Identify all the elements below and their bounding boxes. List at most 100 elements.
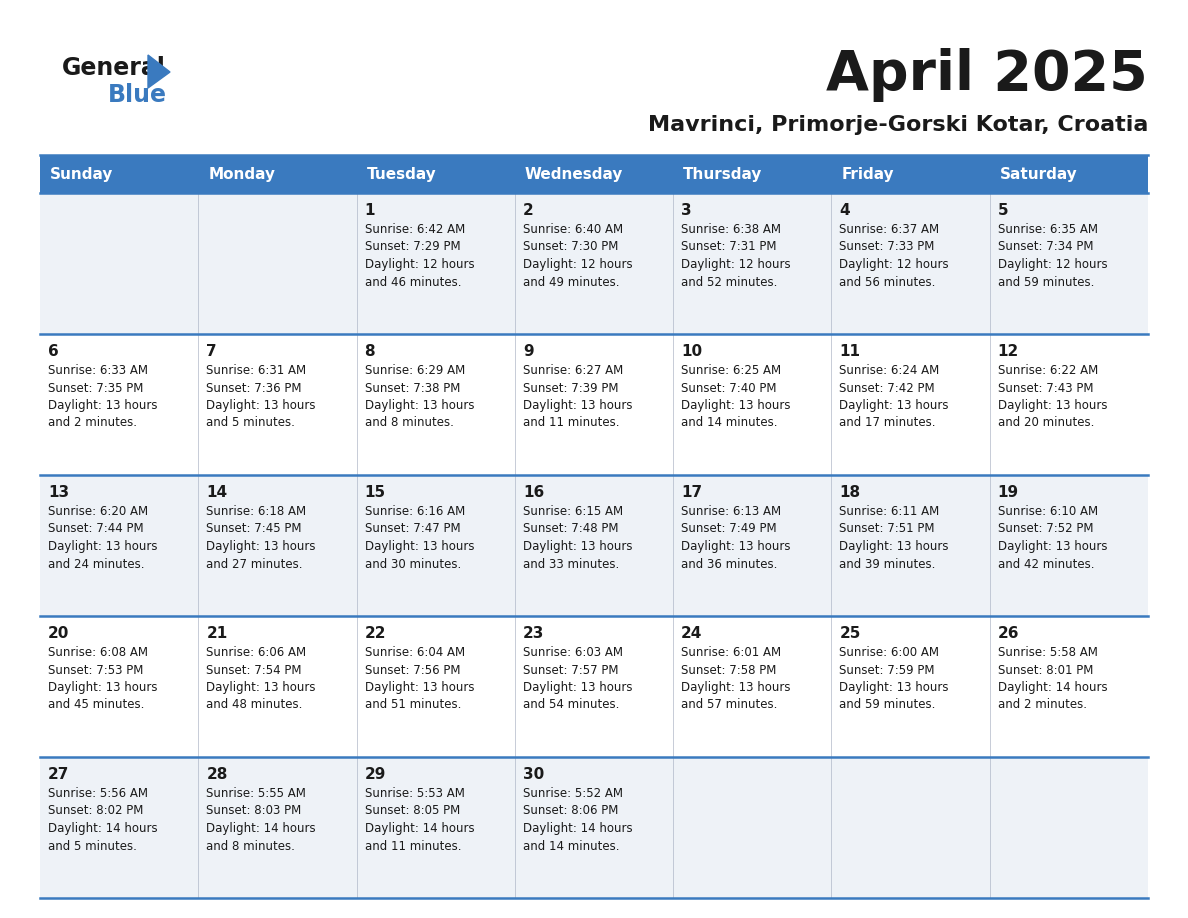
Text: 11: 11	[840, 344, 860, 359]
Text: and 49 minutes.: and 49 minutes.	[523, 275, 619, 288]
Bar	[40, 334, 1148, 475]
Text: 5: 5	[998, 203, 1009, 218]
Text: Daylight: 12 hours: Daylight: 12 hours	[840, 258, 949, 271]
Text: Sunrise: 6:20 AM: Sunrise: 6:20 AM	[48, 505, 148, 518]
Text: Daylight: 13 hours: Daylight: 13 hours	[523, 540, 632, 553]
Text: Friday: Friday	[841, 166, 895, 182]
Text: Sunrise: 6:16 AM: Sunrise: 6:16 AM	[365, 505, 465, 518]
Text: and 5 minutes.: and 5 minutes.	[207, 417, 295, 430]
Text: 16: 16	[523, 485, 544, 500]
Text: and 5 minutes.: and 5 minutes.	[48, 839, 137, 853]
Text: Tuesday: Tuesday	[367, 166, 436, 182]
Text: Sunset: 7:58 PM: Sunset: 7:58 PM	[681, 664, 777, 677]
Text: 7: 7	[207, 344, 217, 359]
Text: Sunrise: 6:18 AM: Sunrise: 6:18 AM	[207, 505, 307, 518]
Text: Daylight: 12 hours: Daylight: 12 hours	[681, 258, 791, 271]
Text: 1: 1	[365, 203, 375, 218]
Text: Daylight: 13 hours: Daylight: 13 hours	[523, 681, 632, 694]
Text: Daylight: 13 hours: Daylight: 13 hours	[48, 681, 158, 694]
Text: Sunrise: 6:06 AM: Sunrise: 6:06 AM	[207, 646, 307, 659]
Text: Sunset: 7:35 PM: Sunset: 7:35 PM	[48, 382, 144, 395]
Text: Sunrise: 6:15 AM: Sunrise: 6:15 AM	[523, 505, 623, 518]
Text: Daylight: 13 hours: Daylight: 13 hours	[998, 399, 1107, 412]
Text: and 46 minutes.: and 46 minutes.	[365, 275, 461, 288]
Text: 20: 20	[48, 626, 69, 641]
Bar	[40, 155, 1148, 193]
Text: 28: 28	[207, 767, 228, 782]
Text: Daylight: 13 hours: Daylight: 13 hours	[207, 399, 316, 412]
Text: Sunset: 7:30 PM: Sunset: 7:30 PM	[523, 241, 618, 253]
Text: and 59 minutes.: and 59 minutes.	[998, 275, 1094, 288]
Text: 12: 12	[998, 344, 1019, 359]
Text: Sunrise: 6:33 AM: Sunrise: 6:33 AM	[48, 364, 148, 377]
Text: Sunset: 7:40 PM: Sunset: 7:40 PM	[681, 382, 777, 395]
Text: Sunrise: 5:58 AM: Sunrise: 5:58 AM	[998, 646, 1098, 659]
Text: Sunrise: 6:40 AM: Sunrise: 6:40 AM	[523, 223, 623, 236]
Text: 15: 15	[365, 485, 386, 500]
Text: and 45 minutes.: and 45 minutes.	[48, 699, 145, 711]
Text: and 8 minutes.: and 8 minutes.	[207, 839, 295, 853]
Text: April 2025: April 2025	[826, 48, 1148, 102]
Text: Daylight: 14 hours: Daylight: 14 hours	[365, 822, 474, 835]
Text: Sunset: 7:31 PM: Sunset: 7:31 PM	[681, 241, 777, 253]
Text: Sunset: 7:56 PM: Sunset: 7:56 PM	[365, 664, 460, 677]
Text: Sunrise: 6:22 AM: Sunrise: 6:22 AM	[998, 364, 1098, 377]
Bar	[40, 193, 1148, 334]
Text: Sunrise: 6:27 AM: Sunrise: 6:27 AM	[523, 364, 624, 377]
Text: 30: 30	[523, 767, 544, 782]
Text: and 20 minutes.: and 20 minutes.	[998, 417, 1094, 430]
Text: Sunset: 7:45 PM: Sunset: 7:45 PM	[207, 522, 302, 535]
Text: Sunrise: 6:35 AM: Sunrise: 6:35 AM	[998, 223, 1098, 236]
Text: 23: 23	[523, 626, 544, 641]
Text: Wednesday: Wednesday	[525, 166, 624, 182]
Text: and 36 minutes.: and 36 minutes.	[681, 557, 777, 570]
Text: Daylight: 13 hours: Daylight: 13 hours	[48, 540, 158, 553]
Text: Sunset: 8:05 PM: Sunset: 8:05 PM	[365, 804, 460, 818]
Text: and 52 minutes.: and 52 minutes.	[681, 275, 777, 288]
Text: Sunrise: 6:00 AM: Sunrise: 6:00 AM	[840, 646, 940, 659]
Text: 6: 6	[48, 344, 58, 359]
Text: 9: 9	[523, 344, 533, 359]
Text: 22: 22	[365, 626, 386, 641]
Text: 29: 29	[365, 767, 386, 782]
Text: Daylight: 13 hours: Daylight: 13 hours	[365, 681, 474, 694]
Text: and 48 minutes.: and 48 minutes.	[207, 699, 303, 711]
Text: Sunset: 7:33 PM: Sunset: 7:33 PM	[840, 241, 935, 253]
Text: 19: 19	[998, 485, 1019, 500]
Text: 24: 24	[681, 626, 702, 641]
Text: Sunset: 7:44 PM: Sunset: 7:44 PM	[48, 522, 144, 535]
Text: Sunrise: 5:55 AM: Sunrise: 5:55 AM	[207, 787, 307, 800]
Text: 21: 21	[207, 626, 228, 641]
Text: 27: 27	[48, 767, 69, 782]
Text: Daylight: 13 hours: Daylight: 13 hours	[840, 540, 949, 553]
Text: Sunset: 7:52 PM: Sunset: 7:52 PM	[998, 522, 1093, 535]
Text: Daylight: 13 hours: Daylight: 13 hours	[207, 540, 316, 553]
Text: Sunset: 7:59 PM: Sunset: 7:59 PM	[840, 664, 935, 677]
Text: Sunday: Sunday	[50, 166, 113, 182]
Text: Sunrise: 6:42 AM: Sunrise: 6:42 AM	[365, 223, 465, 236]
Text: Daylight: 12 hours: Daylight: 12 hours	[998, 258, 1107, 271]
Text: Daylight: 13 hours: Daylight: 13 hours	[365, 399, 474, 412]
Polygon shape	[148, 55, 170, 88]
Text: 25: 25	[840, 626, 861, 641]
Text: Blue: Blue	[108, 83, 168, 107]
Text: and 27 minutes.: and 27 minutes.	[207, 557, 303, 570]
Text: and 14 minutes.: and 14 minutes.	[523, 839, 619, 853]
Text: Daylight: 13 hours: Daylight: 13 hours	[681, 681, 791, 694]
Text: Daylight: 13 hours: Daylight: 13 hours	[523, 399, 632, 412]
Text: Sunrise: 5:53 AM: Sunrise: 5:53 AM	[365, 787, 465, 800]
Text: Daylight: 13 hours: Daylight: 13 hours	[840, 399, 949, 412]
Text: Sunrise: 6:03 AM: Sunrise: 6:03 AM	[523, 646, 623, 659]
Text: and 17 minutes.: and 17 minutes.	[840, 417, 936, 430]
Text: Sunrise: 6:31 AM: Sunrise: 6:31 AM	[207, 364, 307, 377]
Text: Daylight: 13 hours: Daylight: 13 hours	[681, 399, 791, 412]
Text: Daylight: 13 hours: Daylight: 13 hours	[207, 681, 316, 694]
Text: Sunrise: 6:37 AM: Sunrise: 6:37 AM	[840, 223, 940, 236]
Text: Sunset: 7:49 PM: Sunset: 7:49 PM	[681, 522, 777, 535]
Text: and 42 minutes.: and 42 minutes.	[998, 557, 1094, 570]
Text: Sunset: 8:01 PM: Sunset: 8:01 PM	[998, 664, 1093, 677]
Text: Daylight: 13 hours: Daylight: 13 hours	[840, 681, 949, 694]
Text: Sunset: 7:48 PM: Sunset: 7:48 PM	[523, 522, 619, 535]
Text: Sunrise: 5:52 AM: Sunrise: 5:52 AM	[523, 787, 623, 800]
Text: Sunrise: 6:38 AM: Sunrise: 6:38 AM	[681, 223, 782, 236]
